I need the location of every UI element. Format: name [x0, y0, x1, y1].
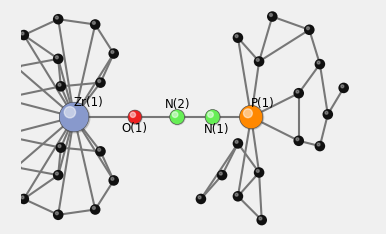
Circle shape [0, 93, 8, 104]
Circle shape [306, 27, 310, 30]
Circle shape [55, 56, 58, 59]
Circle shape [0, 95, 3, 98]
Circle shape [19, 194, 29, 204]
Circle shape [53, 14, 63, 25]
Circle shape [323, 109, 333, 120]
Circle shape [108, 48, 119, 59]
Circle shape [235, 35, 238, 38]
Circle shape [235, 140, 238, 143]
Circle shape [53, 170, 63, 180]
Circle shape [10, 162, 21, 172]
Circle shape [0, 130, 8, 141]
Circle shape [95, 77, 106, 88]
Circle shape [293, 135, 304, 146]
Circle shape [304, 25, 315, 35]
Circle shape [172, 112, 178, 117]
Circle shape [56, 81, 66, 92]
Circle shape [55, 212, 58, 215]
Circle shape [55, 16, 58, 19]
Text: Zr(1): Zr(1) [74, 96, 104, 109]
Circle shape [170, 110, 185, 124]
Circle shape [13, 64, 16, 67]
Circle shape [254, 56, 264, 67]
Circle shape [10, 62, 21, 72]
Circle shape [267, 11, 278, 22]
Text: O(1): O(1) [122, 122, 148, 135]
Circle shape [60, 103, 90, 133]
Circle shape [315, 59, 325, 69]
Circle shape [233, 33, 243, 43]
Circle shape [339, 83, 349, 93]
Circle shape [128, 110, 142, 124]
Circle shape [240, 106, 264, 129]
Circle shape [64, 107, 76, 118]
Circle shape [111, 51, 114, 53]
Circle shape [128, 110, 142, 124]
Circle shape [205, 110, 220, 124]
Circle shape [256, 169, 259, 172]
Circle shape [111, 177, 114, 180]
Circle shape [296, 90, 299, 93]
Text: N(1): N(1) [204, 123, 230, 136]
Circle shape [315, 141, 325, 151]
Circle shape [240, 105, 263, 129]
Circle shape [98, 80, 101, 83]
Circle shape [205, 110, 220, 125]
Circle shape [259, 217, 262, 220]
Circle shape [325, 111, 328, 114]
Circle shape [130, 112, 135, 117]
Circle shape [217, 170, 227, 180]
Circle shape [208, 112, 213, 117]
Circle shape [53, 54, 63, 64]
Circle shape [170, 110, 185, 125]
Circle shape [254, 167, 264, 178]
Circle shape [92, 22, 95, 24]
Circle shape [13, 164, 16, 167]
Circle shape [56, 142, 66, 153]
Circle shape [59, 102, 89, 132]
Circle shape [296, 138, 299, 141]
Circle shape [198, 196, 201, 199]
Circle shape [92, 206, 95, 209]
Circle shape [58, 145, 61, 148]
Circle shape [256, 215, 267, 225]
Circle shape [244, 109, 252, 118]
Circle shape [90, 204, 100, 215]
Circle shape [293, 88, 304, 99]
Circle shape [317, 143, 320, 146]
Circle shape [108, 175, 119, 186]
Circle shape [317, 61, 320, 64]
Circle shape [55, 172, 58, 175]
Circle shape [19, 30, 29, 40]
Circle shape [21, 196, 24, 199]
Text: P(1): P(1) [251, 97, 275, 110]
Circle shape [0, 132, 3, 135]
Circle shape [58, 83, 61, 86]
Circle shape [219, 172, 222, 175]
Circle shape [256, 58, 259, 61]
Circle shape [98, 148, 101, 151]
Circle shape [233, 138, 243, 149]
Circle shape [341, 85, 344, 88]
Circle shape [95, 146, 106, 157]
Circle shape [235, 193, 238, 196]
Circle shape [233, 191, 243, 201]
Circle shape [90, 19, 100, 30]
Circle shape [196, 194, 206, 204]
Circle shape [53, 209, 63, 220]
Circle shape [269, 14, 273, 16]
Text: N(2): N(2) [164, 98, 190, 111]
Circle shape [21, 32, 24, 35]
